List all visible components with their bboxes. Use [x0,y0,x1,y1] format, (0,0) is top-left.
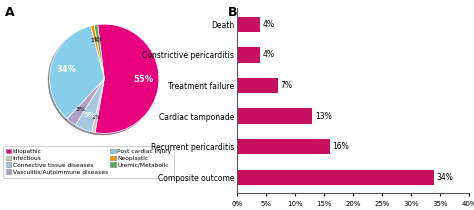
Bar [237,78,278,93]
Text: A: A [5,6,14,19]
Legend: Idiopathic, Infectious, Connective tissue diseases, Vasculitis/Autoimmune diseas: Idiopathic, Infectious, Connective tissu… [3,146,174,178]
Wedge shape [91,25,104,79]
Text: B: B [228,6,237,19]
Text: 1%: 1% [93,37,103,42]
Bar [237,108,312,124]
Wedge shape [95,24,159,133]
Text: 7%: 7% [280,81,292,90]
Text: 34%: 34% [437,173,454,182]
Text: 5%: 5% [83,112,95,118]
Text: 1%: 1% [91,115,101,120]
Wedge shape [94,25,104,79]
Text: 34%: 34% [56,64,76,74]
Text: 4%: 4% [263,50,274,59]
Text: 4%: 4% [263,20,274,29]
Text: 13%: 13% [315,112,331,121]
Bar [237,169,434,185]
Bar [237,17,260,32]
Bar [237,47,260,63]
Text: 1%: 1% [91,38,100,43]
Text: 55%: 55% [134,75,154,84]
Wedge shape [75,79,104,132]
Wedge shape [50,26,104,119]
Text: 16%: 16% [332,142,349,151]
Wedge shape [67,79,104,125]
Text: 3%: 3% [75,108,85,112]
Bar [237,139,330,154]
Wedge shape [91,79,104,133]
